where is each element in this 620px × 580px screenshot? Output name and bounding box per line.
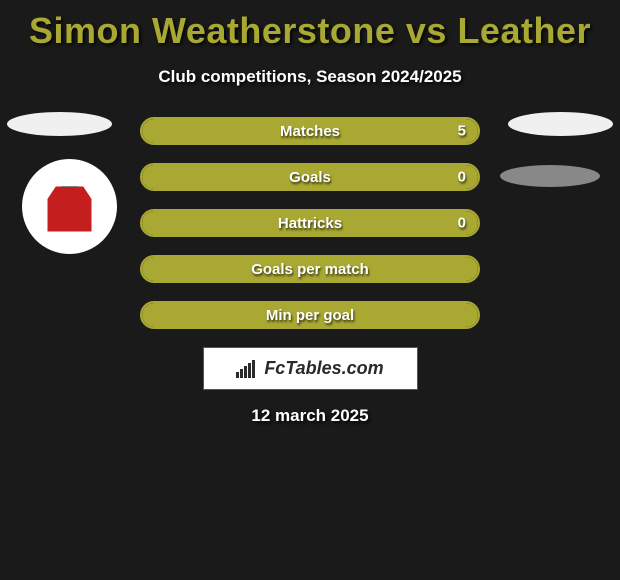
stat-row-goals: Goals 0 xyxy=(140,163,480,191)
watermark-text: FcTables.com xyxy=(264,358,383,379)
club-crest-icon xyxy=(42,182,97,232)
stat-value: 0 xyxy=(458,169,466,186)
stat-row-min-per-goal: Min per goal xyxy=(140,301,480,329)
stat-value: 5 xyxy=(458,123,466,140)
stat-row-goals-per-match: Goals per match xyxy=(140,255,480,283)
stat-label: Matches xyxy=(280,123,340,140)
comparison-content: Matches 5 Goals 0 Hattricks 0 Goals per … xyxy=(0,117,620,426)
page-title: Simon Weatherstone vs Leather xyxy=(0,0,620,52)
subtitle: Club competitions, Season 2024/2025 xyxy=(0,67,620,87)
date: 12 march 2025 xyxy=(0,406,620,426)
stats-bars: Matches 5 Goals 0 Hattricks 0 Goals per … xyxy=(140,117,480,329)
stat-label: Min per goal xyxy=(266,307,354,324)
bars-icon xyxy=(236,360,258,378)
player-left-avatar xyxy=(22,159,117,254)
stat-row-hattricks: Hattricks 0 xyxy=(140,209,480,237)
player-right-oval-2 xyxy=(500,165,600,187)
player-right-oval xyxy=(508,112,613,136)
stat-row-matches: Matches 5 xyxy=(140,117,480,145)
stat-label: Goals per match xyxy=(251,261,369,278)
stat-label: Hattricks xyxy=(278,215,342,232)
stat-value: 0 xyxy=(458,215,466,232)
player-left-oval xyxy=(7,112,112,136)
watermark: FcTables.com xyxy=(203,347,418,390)
stat-label: Goals xyxy=(289,169,331,186)
